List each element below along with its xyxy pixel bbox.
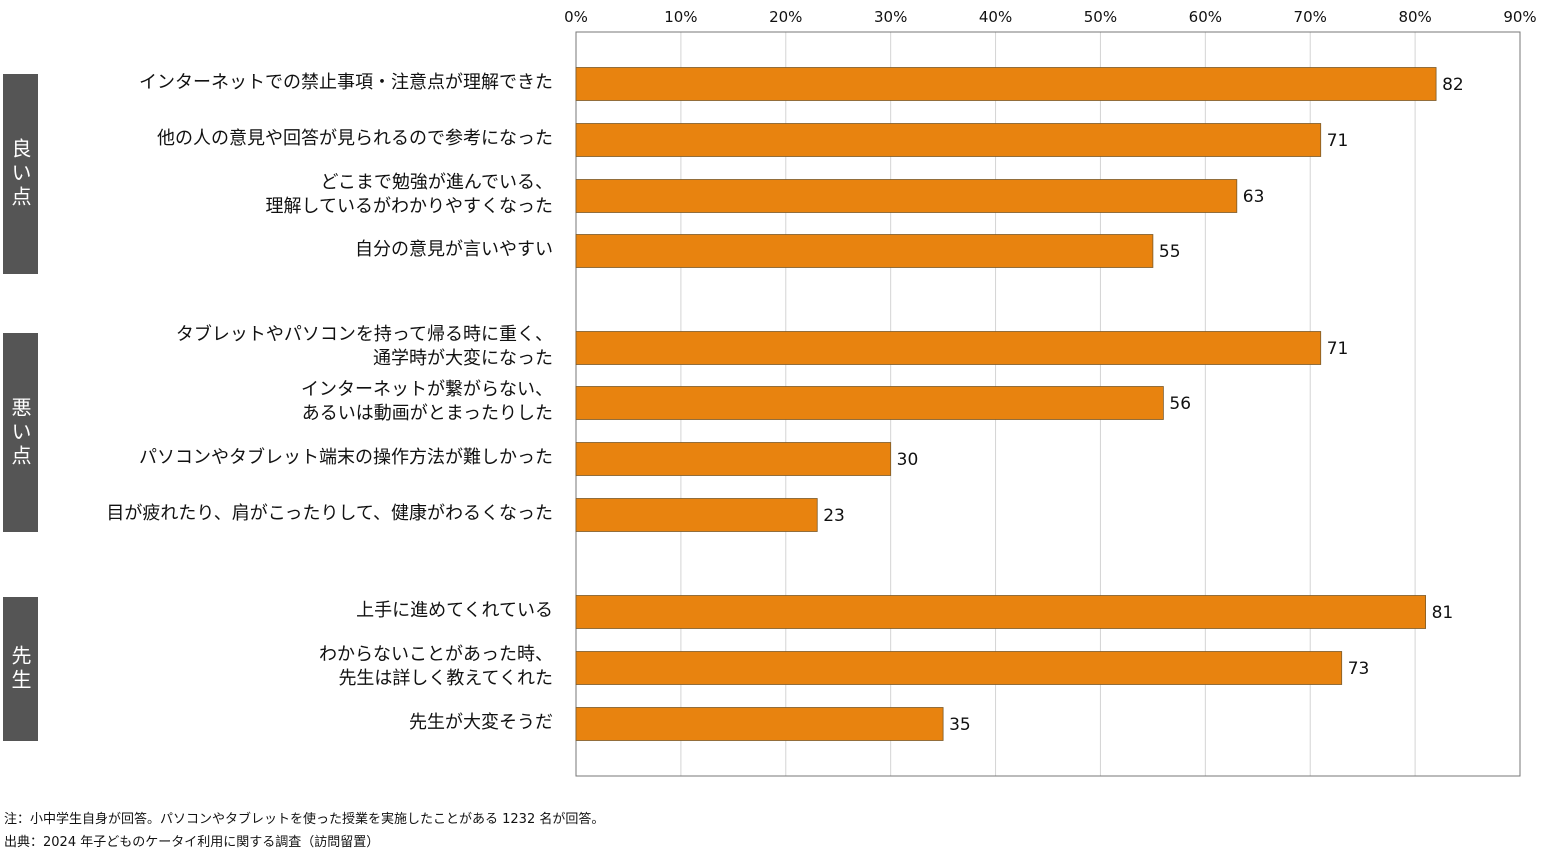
bar [575, 651, 1343, 685]
bar [575, 498, 818, 532]
bar [575, 234, 1154, 268]
data-label: 55 [1159, 242, 1181, 262]
group-label: 悪い点 [3, 333, 38, 532]
data-label: 23 [823, 506, 845, 526]
data-label: 30 [897, 450, 919, 470]
data-label: 71 [1327, 131, 1349, 151]
x-tick-label: 30% [874, 8, 907, 26]
data-label: 71 [1327, 339, 1349, 359]
x-tick-label: 70% [1294, 8, 1327, 26]
category-label: 自分の意見が言いやすい [355, 239, 553, 260]
category-label: パソコンやタブレット端末の操作方法が難しかった [139, 447, 553, 468]
x-tick-label: 90% [1503, 8, 1536, 26]
bar [575, 707, 944, 741]
data-label: 35 [949, 715, 971, 735]
category-label: 他の人の意見や回答が見られるので参考になった [157, 128, 553, 149]
bar [575, 179, 1238, 213]
category-label: どこまで勉強が進んでいる、 理解しているがわかりやすくなった [265, 172, 553, 217]
category-label: インターネットでの禁止事項・注意点が理解できた [139, 72, 553, 93]
bar [575, 331, 1322, 365]
bar [575, 442, 892, 476]
data-label: 56 [1169, 394, 1191, 414]
data-label: 82 [1442, 75, 1464, 95]
category-label: 上手に進めてくれている [356, 600, 553, 621]
category-label: 先生が大変そうだ [409, 712, 553, 733]
category-label: タブレットやパソコンを持って帰る時に重く、 通学時が大変になった [175, 324, 553, 369]
bar [575, 123, 1322, 157]
bar [575, 595, 1426, 629]
group-label: 良い点 [3, 74, 38, 274]
data-label: 63 [1243, 187, 1265, 207]
footnote: 注：小中学生自身が回答。パソコンやタブレットを使った授業を実施したことがある 1… [4, 812, 605, 827]
bar [575, 67, 1437, 101]
x-tick-label: 10% [664, 8, 697, 26]
source-note: 出典：2024 年子どものケータイ利用に関する調査（訪問留置） [4, 835, 380, 850]
data-label: 73 [1348, 659, 1370, 679]
category-label: わからないことがあった時、 先生は詳しく教えてくれた [319, 644, 553, 689]
x-tick-label: 50% [1084, 8, 1117, 26]
x-tick-label: 80% [1398, 8, 1431, 26]
data-label: 81 [1432, 603, 1454, 623]
x-tick-label: 60% [1189, 8, 1222, 26]
bar [575, 386, 1164, 420]
x-tick-label: 20% [769, 8, 802, 26]
x-tick-label: 40% [979, 8, 1012, 26]
x-tick-label: 0% [564, 8, 588, 26]
category-label: 目が疲れたり、肩がこったりして、健康がわるくなった [106, 503, 553, 524]
category-label: インターネットが繋がらない、 あるいは動画がとまったりした [301, 379, 553, 424]
group-label: 先生 [3, 597, 38, 741]
